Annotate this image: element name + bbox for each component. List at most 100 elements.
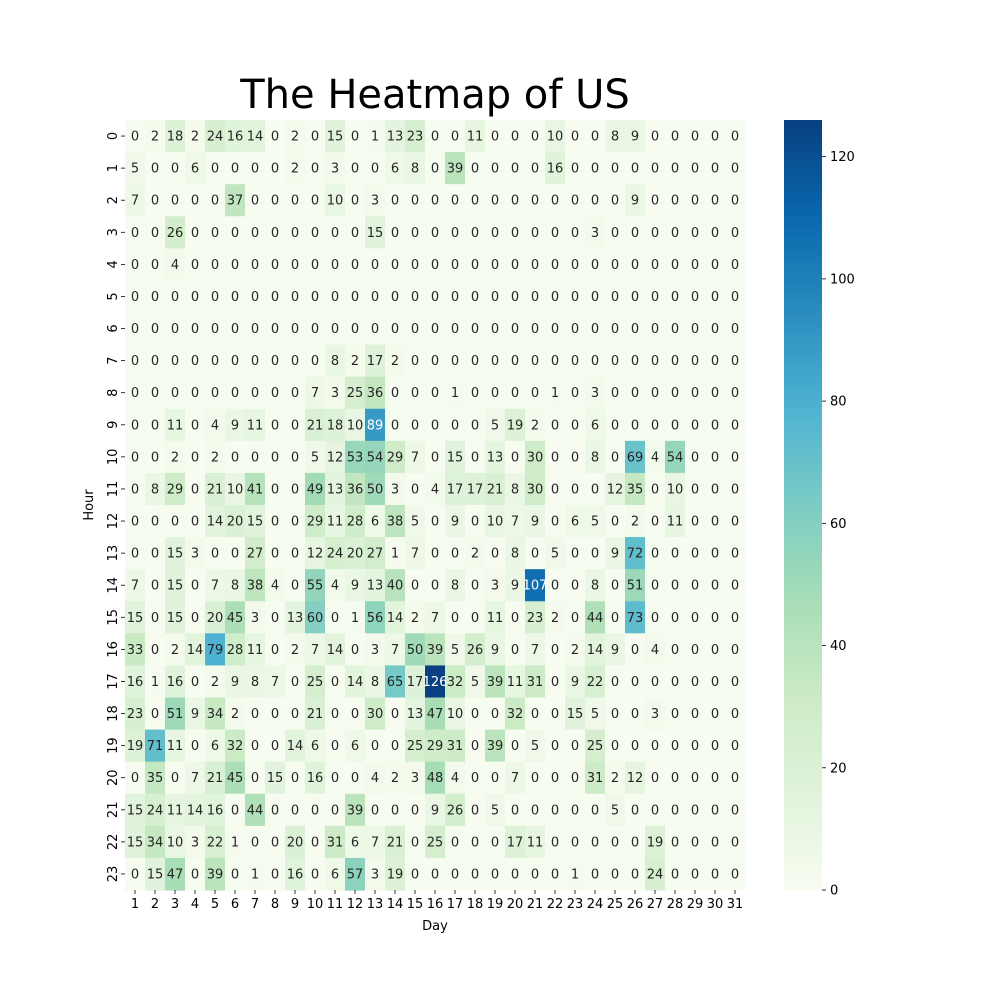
heatmap-cell — [205, 184, 226, 217]
cell-value-label: 0 — [451, 258, 459, 273]
heatmap-cell — [545, 761, 566, 795]
y-tick-label: 20 — [106, 769, 121, 786]
heatmap-cell — [685, 505, 706, 538]
cell-value-label: 11 — [167, 418, 184, 433]
cell-value-label: 0 — [271, 547, 279, 562]
cell-value-label: 0 — [411, 290, 419, 305]
cell-value-label: 50 — [407, 643, 424, 658]
heatmap-cell — [445, 312, 466, 346]
cell-value-label: 0 — [151, 194, 159, 209]
cell-value-label: 0 — [191, 322, 199, 337]
heatmap-cell — [465, 344, 486, 378]
cell-value-label: 0 — [171, 354, 179, 369]
heatmap-cell — [485, 280, 506, 314]
cell-value-label: 13 — [327, 482, 344, 497]
cell-value-label: 0 — [491, 547, 499, 562]
cell-value-label: 0 — [251, 162, 259, 177]
y-tick-label: 16 — [106, 641, 121, 658]
heatmap-cell — [185, 825, 206, 859]
cell-value-label: 3 — [651, 707, 659, 722]
cell-value-label: 0 — [131, 547, 139, 562]
heatmap-cell — [625, 344, 646, 378]
heatmap-cell — [425, 569, 446, 602]
cell-value-label: 0 — [431, 130, 439, 145]
colorbar-gradient — [784, 120, 822, 890]
cell-value-label: 30 — [527, 482, 544, 497]
cell-value-label: 0 — [171, 290, 179, 305]
heatmap-cell — [585, 793, 606, 827]
cell-value-label: 4 — [171, 258, 179, 273]
cell-value-label: 0 — [191, 675, 199, 690]
cell-value-label: 0 — [251, 386, 259, 401]
cell-value-label: 0 — [271, 611, 279, 626]
cell-value-label: 39 — [427, 643, 444, 658]
heatmap-cell — [685, 793, 706, 827]
heatmap-cell — [305, 216, 326, 249]
cell-value-label: 0 — [691, 515, 699, 530]
cell-value-label: 0 — [711, 739, 719, 754]
cell-value-label: 45 — [227, 611, 244, 626]
cell-value-label: 0 — [571, 771, 579, 786]
cell-value-label: 0 — [471, 867, 479, 882]
heatmap-cell — [625, 697, 646, 731]
cell-value-label: 25 — [347, 386, 364, 401]
cell-value-label: 26 — [467, 643, 484, 658]
cell-value-label: 0 — [351, 226, 359, 241]
heatmap-cell — [405, 505, 426, 538]
heatmap-cell — [605, 344, 626, 378]
heatmap-cell — [345, 376, 366, 410]
heatmap-cell — [445, 857, 466, 891]
cell-value-label: 0 — [731, 867, 739, 882]
heatmap-cell — [125, 537, 146, 570]
heatmap-cell — [625, 120, 646, 153]
cell-value-label: 0 — [711, 515, 719, 530]
heatmap-cell — [385, 825, 406, 859]
heatmap-cell — [245, 761, 266, 795]
cell-value-label: 0 — [691, 579, 699, 594]
heatmap-cell — [365, 344, 386, 378]
heatmap-cell — [205, 601, 226, 634]
heatmap-cell — [465, 472, 486, 506]
heatmap-cell — [685, 665, 706, 699]
cell-value-label: 0 — [451, 867, 459, 882]
cell-value-label: 0 — [711, 867, 719, 882]
heatmap-cell — [505, 729, 526, 763]
heatmap-cell — [145, 248, 166, 282]
heatmap-cell — [465, 665, 486, 699]
heatmap-cell — [685, 472, 706, 506]
heatmap-cell — [725, 697, 746, 731]
heatmap-cell — [405, 761, 426, 795]
cell-value-label: 0 — [471, 354, 479, 369]
cell-value-label: 15 — [567, 707, 584, 722]
cell-value-label: 12 — [307, 547, 324, 562]
cell-value-label: 17 — [447, 482, 464, 497]
heatmap-cell — [585, 120, 606, 153]
cell-value-label: 0 — [491, 226, 499, 241]
heatmap-cell — [365, 665, 386, 699]
heatmap-cell — [185, 408, 206, 442]
heatmap-cell — [325, 505, 346, 538]
cell-value-label: 0 — [691, 867, 699, 882]
cell-value-label: 9 — [491, 643, 499, 658]
heatmap-cell — [365, 408, 386, 442]
cell-value-label: 0 — [231, 867, 239, 882]
heatmap-cell — [565, 793, 586, 827]
cell-value-label: 0 — [711, 418, 719, 433]
cell-value-label: 4 — [651, 450, 659, 465]
y-tick-label: 15 — [106, 609, 121, 626]
cell-value-label: 0 — [711, 611, 719, 626]
cell-value-label: 0 — [671, 386, 679, 401]
cell-value-label: 0 — [691, 194, 699, 209]
heatmap-cell — [725, 601, 746, 634]
heatmap-cell — [245, 665, 266, 699]
heatmap-cell — [265, 697, 286, 731]
cell-value-label: 0 — [711, 771, 719, 786]
heatmap-cell — [725, 216, 746, 249]
cell-value-label: 11 — [487, 611, 504, 626]
cell-value-label: 57 — [347, 867, 364, 882]
heatmap-cell — [545, 472, 566, 506]
cell-value-label: 0 — [211, 290, 219, 305]
heatmap-cell — [505, 184, 526, 217]
heatmap-cell — [205, 376, 226, 410]
heatmap-cell — [205, 825, 226, 859]
